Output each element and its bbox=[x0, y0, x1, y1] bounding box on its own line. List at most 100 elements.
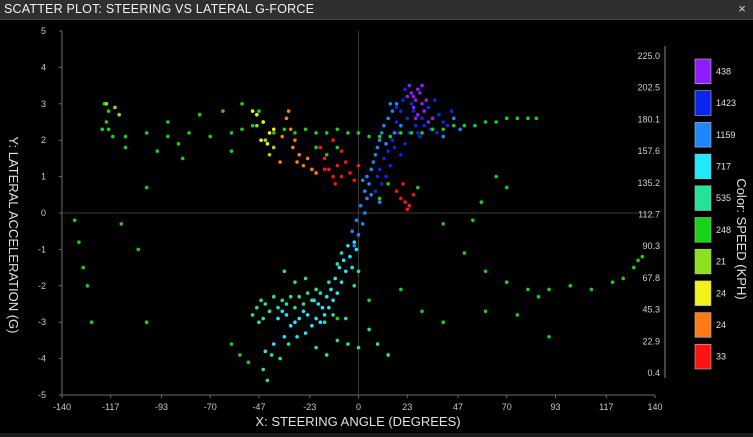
title-bar: SCATTER PLOT: STEERING VS LATERAL G-FORC… bbox=[0, 0, 753, 20]
scatter-point bbox=[449, 109, 454, 113]
y-tick-label: 4 bbox=[41, 62, 46, 72]
scatter-point bbox=[382, 123, 386, 128]
scatter-series bbox=[104, 102, 276, 157]
scatter-point bbox=[405, 94, 410, 99]
scatter-point bbox=[81, 265, 85, 270]
scatter-point bbox=[441, 127, 446, 132]
legend-scale-label: 202.5 bbox=[637, 83, 660, 93]
scatter-point bbox=[515, 116, 520, 121]
scatter-point bbox=[377, 167, 382, 172]
scatter-point bbox=[72, 218, 77, 223]
close-icon[interactable]: × bbox=[738, 1, 746, 16]
scatter-point bbox=[392, 131, 397, 135]
scatter-point bbox=[255, 305, 259, 310]
scatter-point bbox=[458, 127, 462, 132]
scatter-point bbox=[144, 320, 149, 325]
scatter-point bbox=[288, 127, 293, 132]
scatter-point bbox=[479, 200, 484, 204]
scatter-point bbox=[348, 171, 352, 175]
scatter-point bbox=[144, 185, 149, 190]
scatter-chart: -140 -117 -93 -70 -47 -23 0 23 47 70 93 117 14054321… bbox=[0, 20, 753, 433]
legend-swatch bbox=[694, 90, 712, 116]
scatter-point bbox=[386, 182, 390, 186]
scatter-point bbox=[358, 203, 363, 208]
scatter-point bbox=[318, 320, 323, 325]
scatter-point bbox=[324, 152, 329, 157]
scatter-point bbox=[354, 247, 359, 252]
scatter-point bbox=[187, 131, 191, 135]
legend-swatch bbox=[694, 58, 712, 85]
scatter-point bbox=[473, 123, 477, 128]
scatter-point bbox=[276, 305, 280, 310]
bottom-border bbox=[0, 433, 753, 437]
scatter-point bbox=[352, 240, 357, 244]
scatter-point bbox=[441, 134, 446, 139]
scatter-point bbox=[356, 163, 361, 168]
scatter-point bbox=[316, 302, 321, 306]
scatter-point bbox=[411, 94, 416, 99]
y-tick-label: -3 bbox=[38, 317, 46, 327]
scatter-point bbox=[430, 116, 435, 121]
scatter-point bbox=[394, 189, 399, 193]
scatter-point bbox=[377, 196, 382, 201]
scatter-point bbox=[483, 269, 488, 274]
scatter-point bbox=[526, 287, 530, 292]
legend-scale-label: 225.0 bbox=[637, 51, 660, 61]
scatter-point bbox=[271, 127, 276, 132]
scatter-point bbox=[371, 160, 376, 164]
scatter-point bbox=[89, 320, 94, 325]
legend-swatch bbox=[694, 343, 712, 370]
scatter-point bbox=[426, 120, 431, 124]
scatter-point bbox=[422, 109, 426, 113]
scatter-point bbox=[100, 127, 105, 132]
scatter-point bbox=[77, 240, 81, 244]
legend-scale-label: 67.8 bbox=[642, 273, 660, 283]
window-title: SCATTER PLOT: STEERING VS LATERAL G-FORC… bbox=[4, 2, 315, 16]
scatter-point bbox=[388, 163, 393, 168]
scatter-point bbox=[411, 109, 416, 113]
scatter-point bbox=[322, 320, 327, 325]
scatter-point bbox=[384, 142, 388, 146]
scatter-point bbox=[293, 305, 297, 310]
scatter-point bbox=[240, 127, 244, 132]
scatter-point bbox=[229, 149, 234, 153]
scatter-point bbox=[282, 334, 287, 339]
scatter-point bbox=[441, 222, 446, 226]
scatter-point bbox=[390, 109, 395, 113]
scatter-point bbox=[403, 87, 407, 92]
scatter-point bbox=[420, 102, 424, 106]
scatter-point bbox=[295, 334, 299, 339]
legend-swatch bbox=[694, 280, 712, 306]
scatter-point bbox=[314, 145, 318, 150]
scatter-point bbox=[318, 145, 323, 150]
scatter-point bbox=[367, 327, 371, 332]
scatter-point bbox=[303, 276, 308, 281]
scatter-point bbox=[301, 302, 306, 306]
scatter-point bbox=[547, 287, 551, 292]
scatter-point bbox=[104, 120, 109, 124]
scatter-point bbox=[382, 156, 386, 161]
legend-count-label: 717 bbox=[716, 161, 731, 171]
scatter-point bbox=[259, 138, 263, 142]
scatter-point bbox=[504, 116, 509, 121]
scatter-point bbox=[422, 123, 426, 128]
scatter-point bbox=[310, 298, 314, 303]
scatter-point bbox=[403, 200, 407, 204]
legend-count-label: 1159 bbox=[716, 130, 735, 140]
scatter-point bbox=[416, 112, 420, 117]
scatter-point bbox=[335, 338, 340, 343]
scatter-point bbox=[356, 345, 361, 350]
scatter-point bbox=[386, 116, 390, 121]
scatter-point bbox=[409, 102, 414, 106]
legend-scale-label: 157.6 bbox=[637, 146, 660, 156]
scatter-point bbox=[341, 258, 346, 263]
scatter-point bbox=[291, 145, 295, 150]
scatter-point bbox=[180, 156, 185, 161]
scatter-point bbox=[255, 112, 259, 117]
scatter-point bbox=[399, 131, 403, 135]
scatter-point bbox=[155, 149, 160, 153]
scatter-point bbox=[394, 105, 399, 110]
x-axis-title: X: STEERING ANGLE (DEGREES) bbox=[255, 414, 460, 429]
scatter-point bbox=[369, 193, 374, 197]
legend-scale-label: 112.7 bbox=[638, 210, 660, 220]
